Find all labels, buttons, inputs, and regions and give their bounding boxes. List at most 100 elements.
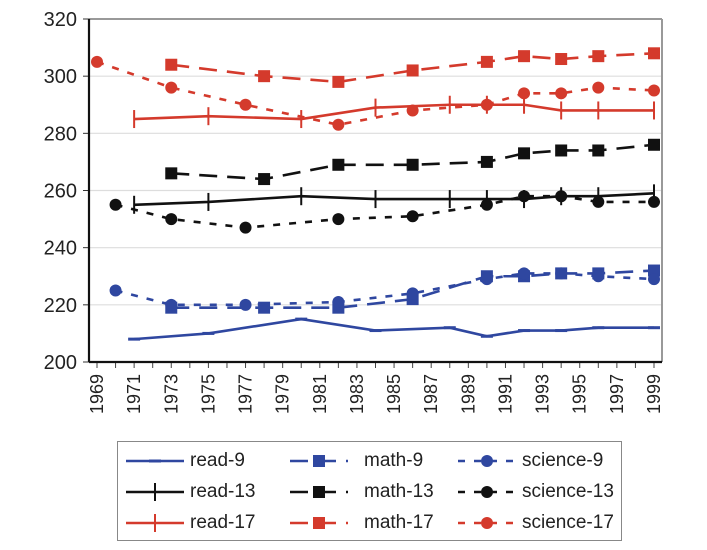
series-line-read-9 (134, 317, 654, 341)
data-point-science-17 (592, 81, 605, 94)
x-tick-label: 1987 (421, 374, 441, 414)
y-tick-label: 280 (44, 123, 77, 145)
data-point-science-13 (109, 198, 122, 211)
legend-item-math-13: math-13 (288, 477, 434, 507)
data-point-science-9 (406, 287, 419, 300)
x-tick-label: 1989 (458, 374, 478, 414)
x-tick-label: 1969 (87, 374, 107, 414)
data-point-science-13 (406, 210, 419, 223)
series-line-science-13 (115, 194, 654, 229)
data-point-science-13 (480, 198, 493, 211)
data-point-science-9 (480, 273, 493, 286)
data-point-math-17 (648, 47, 660, 60)
legend-label: read-13 (190, 481, 256, 502)
legend-label: science-13 (522, 481, 614, 502)
data-point-math-17 (518, 50, 531, 63)
legend-label: math-17 (364, 512, 434, 533)
data-point-math-17 (332, 75, 345, 88)
legend-label: science-17 (522, 512, 614, 533)
series-line-science-9 (115, 272, 655, 307)
series-science-17 (91, 55, 660, 131)
y-axis-ticks: 200 220 240 260 280 300 320 (44, 9, 89, 374)
data-point-math-17 (480, 55, 493, 68)
series-layer (91, 47, 660, 341)
legend-swatch-science-13 (458, 486, 516, 498)
series-read-9 (128, 317, 660, 341)
legend-swatch-read-9 (126, 459, 184, 463)
series-line-read-17 (134, 103, 654, 121)
data-point-math-17 (592, 50, 605, 63)
series-math-13 (165, 138, 660, 186)
data-point-science-17 (480, 98, 493, 111)
y-tick-label: 260 (44, 181, 77, 203)
x-tick-label: 1999 (644, 374, 664, 414)
legend-marker (313, 486, 325, 498)
legend-item-math-9: math-9 (288, 446, 423, 476)
legend-item-science-9: science-9 (456, 446, 603, 476)
data-point-science-13 (165, 213, 178, 226)
legend-item-read-13: read-13 (124, 477, 256, 507)
data-point-math-17 (165, 58, 178, 71)
data-point-science-13 (332, 213, 345, 226)
data-point-math-13 (592, 144, 605, 157)
data-point-science-13 (518, 190, 531, 203)
legend-swatch-math-9 (290, 455, 348, 467)
y-tick-label: 200 (44, 352, 77, 374)
data-point-science-17 (555, 87, 568, 100)
legend-marker (481, 486, 493, 498)
legend-swatch-read-17 (126, 514, 184, 532)
legend-label: read-17 (190, 512, 256, 533)
x-tick-label: 1981 (310, 374, 330, 414)
data-point-math-17 (258, 70, 271, 83)
data-point-math-9 (648, 264, 660, 277)
x-tick-label: 1997 (607, 374, 627, 414)
data-point-math-13 (518, 147, 531, 160)
data-point-math-13 (480, 155, 493, 168)
x-tick-label: 1983 (347, 374, 367, 414)
data-point-science-13 (592, 195, 605, 208)
legend-marker (481, 517, 493, 529)
legend-item-read-9: read-9 (124, 446, 245, 476)
legend-label: read-9 (190, 450, 245, 471)
data-point-science-13 (555, 190, 568, 203)
data-point-math-13 (406, 158, 419, 171)
data-point-science-17 (648, 84, 660, 97)
data-point-science-9 (648, 273, 660, 286)
legend-marker (481, 455, 493, 467)
data-point-science-17 (332, 118, 345, 131)
series-read-17 (133, 95, 655, 129)
data-point-science-9 (555, 267, 568, 280)
data-point-math-13 (648, 138, 660, 151)
data-point-math-13 (555, 144, 568, 157)
x-tick-label: 1991 (495, 374, 515, 414)
data-point-science-17 (165, 81, 178, 94)
legend-marker (313, 517, 325, 529)
data-point-math-13 (258, 173, 271, 186)
data-point-science-9 (109, 284, 122, 297)
legend: read-9 math-9 science-9 read-13 math-13 … (117, 441, 622, 541)
data-point-science-17 (91, 55, 103, 68)
legend-label: science-9 (522, 450, 604, 471)
data-point-math-13 (332, 158, 345, 171)
data-point-science-13 (648, 195, 660, 208)
data-point-science-9 (592, 270, 605, 283)
legend-swatch-read-13 (126, 483, 184, 501)
legend-item-math-17: math-17 (288, 508, 434, 538)
data-point-science-17 (239, 98, 252, 111)
x-tick-label: 1973 (161, 374, 181, 414)
data-point-science-9 (165, 298, 178, 311)
series-science-13 (109, 190, 660, 234)
legend-swatch-math-17 (290, 517, 348, 529)
data-point-science-17 (406, 104, 419, 117)
x-tick-label: 1979 (273, 374, 293, 414)
legend-label: math-13 (364, 481, 434, 502)
data-point-science-9 (332, 295, 345, 308)
y-tick-label: 220 (44, 295, 77, 317)
x-tick-label: 1995 (570, 374, 590, 414)
data-point-math-17 (555, 53, 568, 66)
legend-swatch-science-17 (458, 517, 516, 529)
legend-item-read-17: read-17 (124, 508, 256, 538)
legend-item-science-17: science-17 (456, 508, 614, 538)
x-tick-label: 1985 (384, 374, 404, 414)
